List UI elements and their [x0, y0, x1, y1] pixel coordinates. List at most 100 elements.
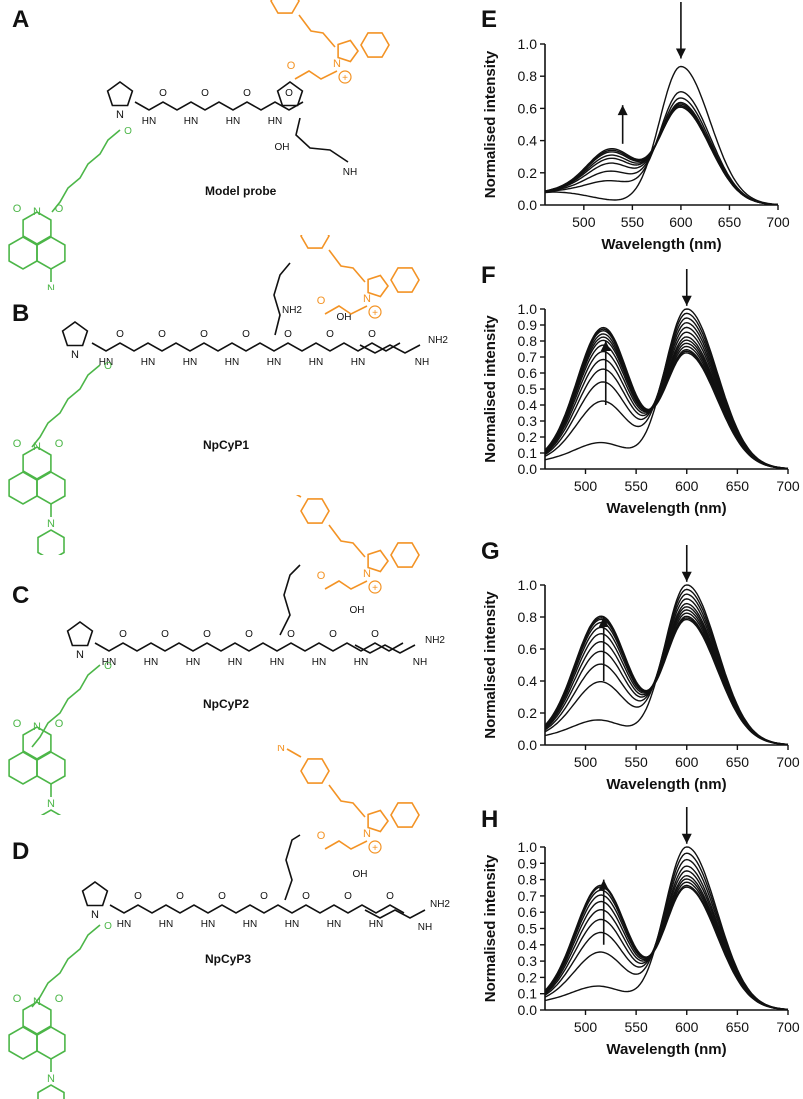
panel-letter-g: G — [481, 538, 500, 565]
backbone-nh-label: HN — [267, 357, 281, 368]
y-tick-label: 0.0 — [518, 1002, 538, 1018]
backbone-o-label: O — [326, 329, 334, 340]
piperidine-ring — [37, 1084, 65, 1099]
series-group — [544, 846, 789, 1011]
imide-o-right: O — [55, 203, 64, 215]
backbone-nh-label: HN — [226, 116, 240, 127]
piperidine-n-label: N — [47, 283, 55, 290]
x-axis-label: Wavelength (nm) — [606, 500, 726, 517]
imide-o-right: O — [55, 993, 64, 1005]
x-tick-label: 700 — [766, 214, 790, 230]
backbone-o-label: O — [134, 891, 142, 902]
series-line — [544, 333, 789, 470]
indolenine-pyrrole — [367, 274, 389, 298]
panel-letter-d: D — [12, 838, 30, 865]
positive-charge-label: + — [372, 583, 378, 594]
vinyl-linker — [328, 524, 366, 558]
series-line — [544, 101, 779, 206]
backbone-nh-label: HN — [270, 657, 284, 668]
panel-letter-h: H — [481, 806, 499, 833]
arrow-head — [681, 295, 692, 306]
butyl-linker — [324, 840, 368, 850]
indolenine-pyrrole — [367, 809, 389, 833]
series-line — [544, 609, 789, 746]
arrow-head — [598, 879, 609, 890]
lysine-chain — [295, 117, 349, 163]
x-tick-label: 550 — [624, 478, 648, 494]
arginine-chain — [354, 644, 416, 654]
series-line — [544, 336, 789, 470]
panel-letter-c: C — [12, 582, 30, 609]
x-tick-label: 700 — [776, 1019, 800, 1035]
x-tick-label: 600 — [675, 478, 699, 494]
peptide-backbone — [91, 342, 401, 352]
imide-o-right: O — [55, 438, 64, 450]
imide-n-label: N — [33, 206, 41, 218]
carboxyl-oh-label: OH — [275, 142, 290, 153]
backbone-o-label: O — [287, 629, 295, 640]
y-tick-label: 1.0 — [518, 577, 538, 593]
y-tick-label: 0.7 — [518, 349, 538, 365]
positive-charge-circle — [338, 70, 352, 84]
backbone-o-label: O — [344, 891, 352, 902]
vinyl-linker — [298, 14, 336, 48]
backbone-o-label: O — [218, 891, 226, 902]
proline-n-label: N — [116, 109, 124, 121]
backbone-nh-label: HN — [369, 919, 383, 930]
y-axis-label: Normalised intensity — [482, 591, 499, 739]
backbone-o-label: O — [386, 891, 394, 902]
x-tick-label: 650 — [726, 754, 750, 770]
naphthalene-ring-right — [36, 1026, 66, 1060]
y-tick-label: 0.0 — [518, 461, 538, 477]
probe-label-npcyp1: NpCyP1 — [203, 438, 250, 452]
x-tick-label: 500 — [574, 478, 598, 494]
y-tick-label: 0.3 — [518, 413, 538, 429]
y-tick-label: 0.8 — [518, 68, 538, 84]
backbone-nh-label: HN — [351, 357, 365, 368]
backbone-o-label: O — [243, 88, 251, 99]
proline-ring-2 — [276, 81, 304, 107]
linker-o-label: O — [104, 361, 112, 372]
arginine-chain — [364, 909, 426, 919]
aniline-ring — [300, 235, 330, 249]
proline-ring — [66, 621, 94, 647]
y-tick-label: 0.2 — [518, 429, 538, 445]
linker-o-label: O — [104, 661, 112, 672]
arrow-head — [675, 48, 686, 59]
x-tick-label: 500 — [572, 214, 596, 230]
proline-n-label: N — [71, 349, 79, 361]
aniline-ring — [300, 758, 330, 784]
pentanoyl-linker — [31, 664, 101, 748]
imide-o-left: O — [13, 718, 22, 730]
imide-o-left: O — [13, 993, 22, 1005]
lysine-nh-label: NH — [343, 167, 357, 178]
carboxyl-oh-label: OH — [350, 605, 365, 616]
x-tick-label: 650 — [726, 478, 750, 494]
y-tick-label: 0.1 — [518, 445, 538, 461]
imide-ring — [22, 446, 52, 480]
dimethylamino-bond — [295, 495, 302, 498]
x-axis-label: Wavelength (nm) — [606, 1041, 726, 1058]
series-line — [544, 331, 789, 470]
backbone-o-label: O — [285, 88, 293, 99]
backbone-nh-label: HN — [327, 919, 341, 930]
x-tick-label: 600 — [675, 754, 699, 770]
backbone-o-label: O — [302, 891, 310, 902]
y-tick-label: 0.9 — [518, 317, 538, 333]
piperidine-n-label: N — [47, 518, 55, 530]
lysine-chain — [284, 834, 301, 901]
indolenine-pyrrole — [337, 39, 359, 63]
indolenine-n-label: N — [363, 828, 371, 840]
guanidine-nh2-label: NH2 — [430, 899, 450, 910]
aniline-ring — [300, 498, 330, 524]
butyl-linker — [324, 305, 368, 315]
backbone-nh-label: HN — [309, 357, 323, 368]
imide-n-label: N — [33, 996, 41, 1008]
arrow-head — [598, 617, 609, 627]
guanidine-nh-label: NH — [415, 357, 429, 368]
y-tick-label: 0.0 — [518, 737, 538, 753]
guanidine-nh2-label: NH2 — [428, 335, 448, 346]
